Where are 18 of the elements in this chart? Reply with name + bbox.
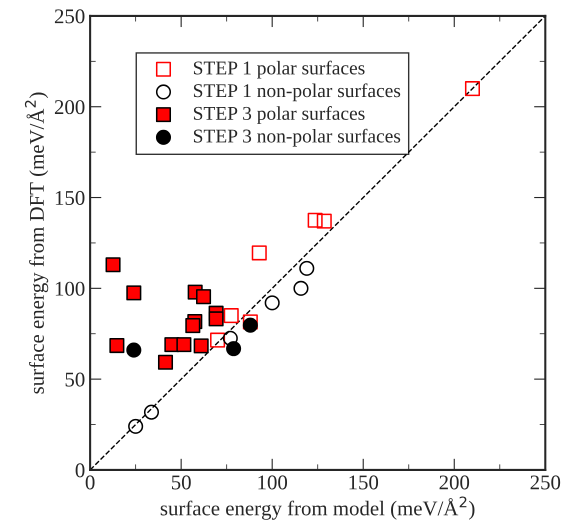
legend-label: STEP 1 polar surfaces [194,60,365,78]
y-tick-label: 100 [56,282,84,296]
x-tick-label: 0 [86,475,95,490]
x-tick-label: 150 [349,475,378,490]
x-tick-label: 100 [258,475,288,490]
x-tick-label: 50 [172,475,191,490]
legend-label: STEP 3 polar surfaces [194,106,365,124]
y-tick-label: 50 [66,372,84,387]
y-tick-label: 0 [76,463,84,478]
y-tick-label: 150 [56,190,84,205]
x-tick-label: 250 [530,475,560,490]
x-tick-label: 200 [440,475,470,490]
y-tick-label: 200 [54,100,84,114]
legend-label: STEP 3 non-polar surfaces [194,128,400,147]
y-tick-label: 250 [54,9,84,24]
y-axis-title: surface energy from DFT (meV/Å$^{2}$) [24,92,48,394]
x-axis-title: surface energy from model (meV/Å$^{2}$) [160,496,474,520]
legend-label: STEP 1 non-polar surfaces [194,83,400,102]
